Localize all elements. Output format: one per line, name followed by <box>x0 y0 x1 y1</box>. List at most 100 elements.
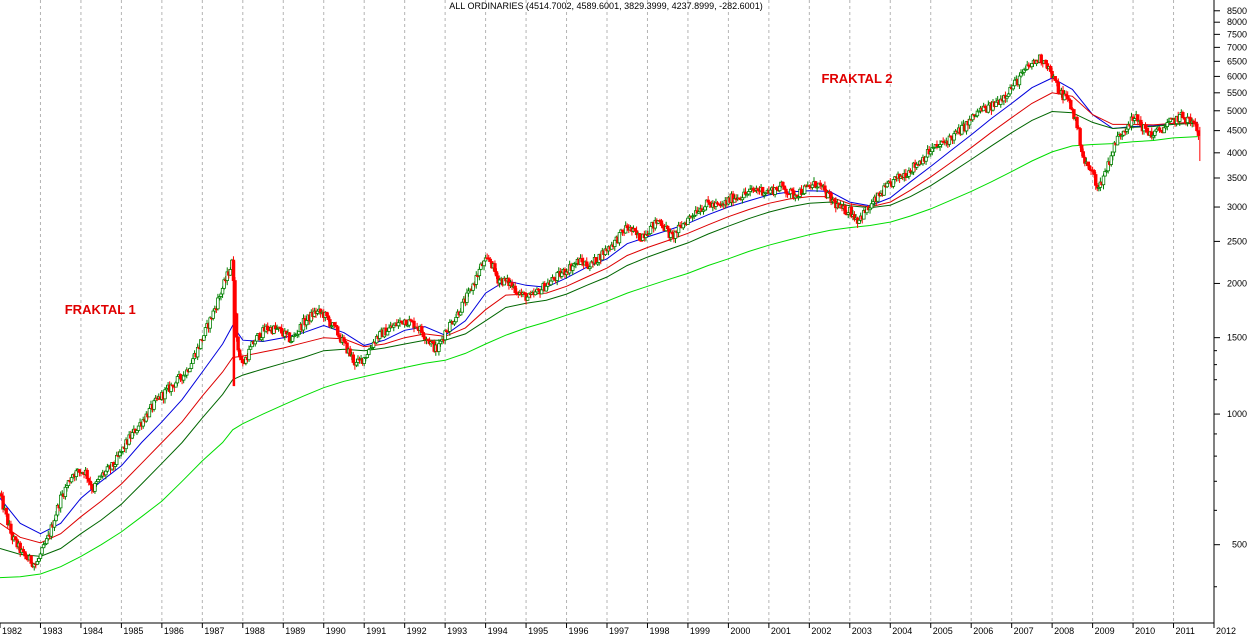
price-bar <box>1013 79 1017 87</box>
price-bar <box>497 279 502 284</box>
price-bar <box>539 289 544 295</box>
price-bar <box>448 321 452 332</box>
x-tick-label: 2004 <box>892 626 912 636</box>
price-bar <box>255 335 259 342</box>
price-bar <box>163 389 167 400</box>
price-bar <box>44 538 49 545</box>
y-tick-label: 4000 <box>1227 148 1247 158</box>
price-bar <box>781 181 785 187</box>
moving-average-line <box>0 92 1198 544</box>
y-tick-label: 8500 <box>1227 6 1247 16</box>
price-bar <box>1145 128 1149 133</box>
price-bar <box>454 316 458 323</box>
x-tick-label: 1986 <box>164 626 184 636</box>
price-bar <box>869 203 874 209</box>
x-tick-label: 2007 <box>1014 626 1034 636</box>
price-bar <box>1094 174 1098 186</box>
price-bar <box>253 340 257 345</box>
y-tick-label: 500 <box>1232 540 1247 550</box>
price-bar <box>88 480 92 485</box>
price-bar <box>1195 123 1199 132</box>
price-bar <box>544 285 548 292</box>
price-bar <box>513 285 517 293</box>
price-bar <box>211 310 215 319</box>
price-bar <box>396 322 401 327</box>
price-bar <box>1053 76 1057 81</box>
price-bar <box>287 332 292 343</box>
price-bar <box>580 258 584 263</box>
price-bar <box>1 495 5 510</box>
price-bar <box>1143 124 1148 129</box>
price-bar <box>105 466 110 472</box>
y-tick-label: 8000 <box>1227 17 1247 27</box>
price-bar <box>336 326 340 336</box>
price-bar <box>994 101 998 107</box>
price-bar <box>387 327 391 332</box>
annotation-label: FRAKTAL 2 <box>821 71 892 86</box>
price-bar <box>843 205 847 215</box>
price-bar <box>6 513 10 526</box>
x-tick-label: 1983 <box>42 626 62 636</box>
price-bar <box>1111 151 1115 157</box>
y-tick-label: 2500 <box>1227 236 1247 246</box>
price-bar <box>367 349 371 355</box>
y-tick-label: 7500 <box>1227 29 1247 39</box>
price-bar <box>38 553 43 559</box>
price-bar <box>241 359 245 364</box>
price-bar <box>290 336 295 342</box>
y-axis: 500 1000 1500 2000 2500 3000 3500 4000 4500 5000 5… <box>1214 6 1247 588</box>
y-tick-label: 5000 <box>1227 106 1247 116</box>
y-tick-label: 7000 <box>1227 42 1247 52</box>
price-bar <box>130 432 134 439</box>
annotation-label: FRAKTAL 1 <box>65 302 136 317</box>
price-bar <box>342 337 346 342</box>
x-tick-label: 1985 <box>123 626 143 636</box>
price-bar <box>175 376 180 384</box>
price-bar <box>4 507 8 515</box>
price-bar <box>178 374 183 379</box>
price-bar <box>1101 175 1106 186</box>
price-bar <box>1109 155 1113 165</box>
annotations: FRAKTAL 1 FRAKTAL 2 <box>65 71 893 317</box>
price-bar <box>549 280 553 286</box>
price-bar <box>1069 100 1073 110</box>
x-tick-label: 2010 <box>1135 626 1155 636</box>
price-bar <box>617 232 622 244</box>
price-bar <box>237 349 242 358</box>
price-bar <box>266 325 270 331</box>
x-tick-label: 1993 <box>447 626 467 636</box>
price-bar <box>659 220 664 226</box>
x-tick-label: 1994 <box>488 626 508 636</box>
price-bar <box>924 156 928 162</box>
x-tick-label: 1990 <box>326 626 346 636</box>
y-tick-label: 6500 <box>1227 56 1247 66</box>
price-bar <box>1044 60 1048 65</box>
x-tick-label: 1991 <box>366 626 386 636</box>
price-bar <box>885 182 889 188</box>
price-bar <box>477 268 482 277</box>
x-tick-label: 1982 <box>2 626 22 636</box>
price-bar <box>421 332 426 338</box>
x-tick-label: 1998 <box>649 626 669 636</box>
x-tick-label: 2009 <box>1095 626 1115 636</box>
price-bar <box>37 558 41 562</box>
price-bar <box>420 326 424 333</box>
price-bar <box>1011 85 1015 90</box>
price-bar <box>378 331 382 339</box>
price-bar <box>35 560 40 565</box>
price-bar <box>147 408 152 418</box>
y-tick-label: 1500 <box>1227 333 1247 343</box>
price-bar <box>52 520 57 528</box>
price-bar <box>351 354 356 363</box>
price-bar <box>40 547 44 555</box>
price-bar <box>613 239 617 247</box>
price-bar <box>1139 119 1143 126</box>
price-bar <box>525 296 530 301</box>
price-bar <box>236 336 240 351</box>
x-tick-label: 2011 <box>1176 626 1195 636</box>
price-bar <box>228 269 233 276</box>
price-bar <box>686 217 690 225</box>
price-bar <box>332 322 337 326</box>
price-bar <box>404 319 408 326</box>
